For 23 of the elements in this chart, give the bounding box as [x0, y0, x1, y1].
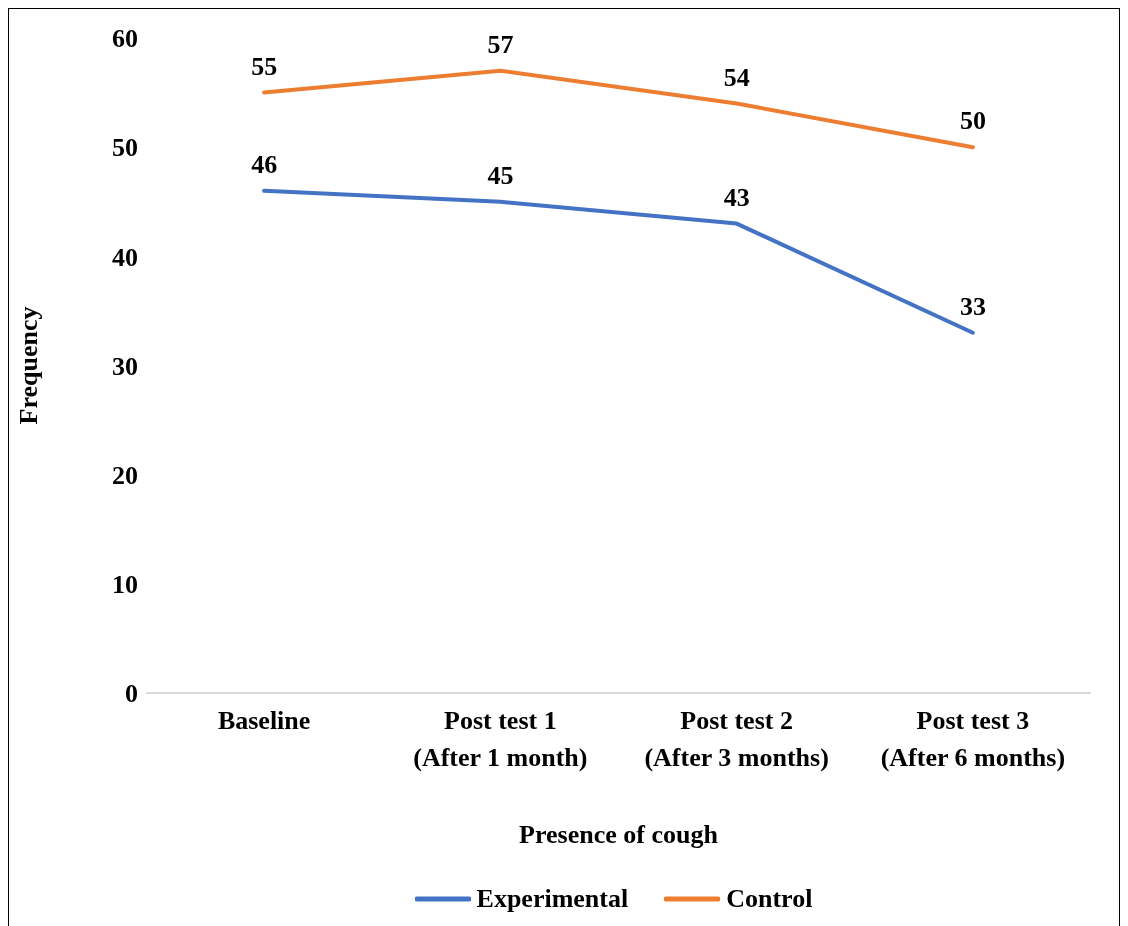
data-label: 50: [959, 106, 986, 136]
legend-label: Experimental: [476, 884, 629, 914]
data-label: 45: [487, 160, 514, 190]
data-label: 57: [487, 29, 514, 59]
legend-label: Control: [726, 884, 813, 914]
data-label: 54: [723, 62, 750, 92]
x-axis-title: Presence of cough: [519, 820, 719, 849]
y-tick-label: 40: [112, 242, 138, 272]
x-tick-label: Post test 2 (After 3 months): [644, 706, 829, 772]
x-tick-label: Post test 3 (After 6 months): [880, 706, 1066, 772]
data-label: 33: [959, 291, 986, 321]
y-tick-label: 60: [112, 24, 138, 54]
y-axis-title: Frequency: [13, 306, 43, 425]
data-label: 43: [723, 182, 750, 212]
y-tick-label: 10: [112, 570, 138, 600]
x-tick-label: Baseline: [217, 706, 311, 735]
x-tick-label: Post test 1 (After 1 month): [413, 706, 588, 772]
data-label: 55: [251, 51, 278, 81]
y-tick-label: 20: [112, 460, 138, 490]
y-tick-label: 30: [112, 351, 138, 381]
data-label: 46: [251, 149, 278, 179]
y-tick-label: 0: [125, 679, 138, 709]
y-tick-label: 50: [112, 133, 138, 163]
